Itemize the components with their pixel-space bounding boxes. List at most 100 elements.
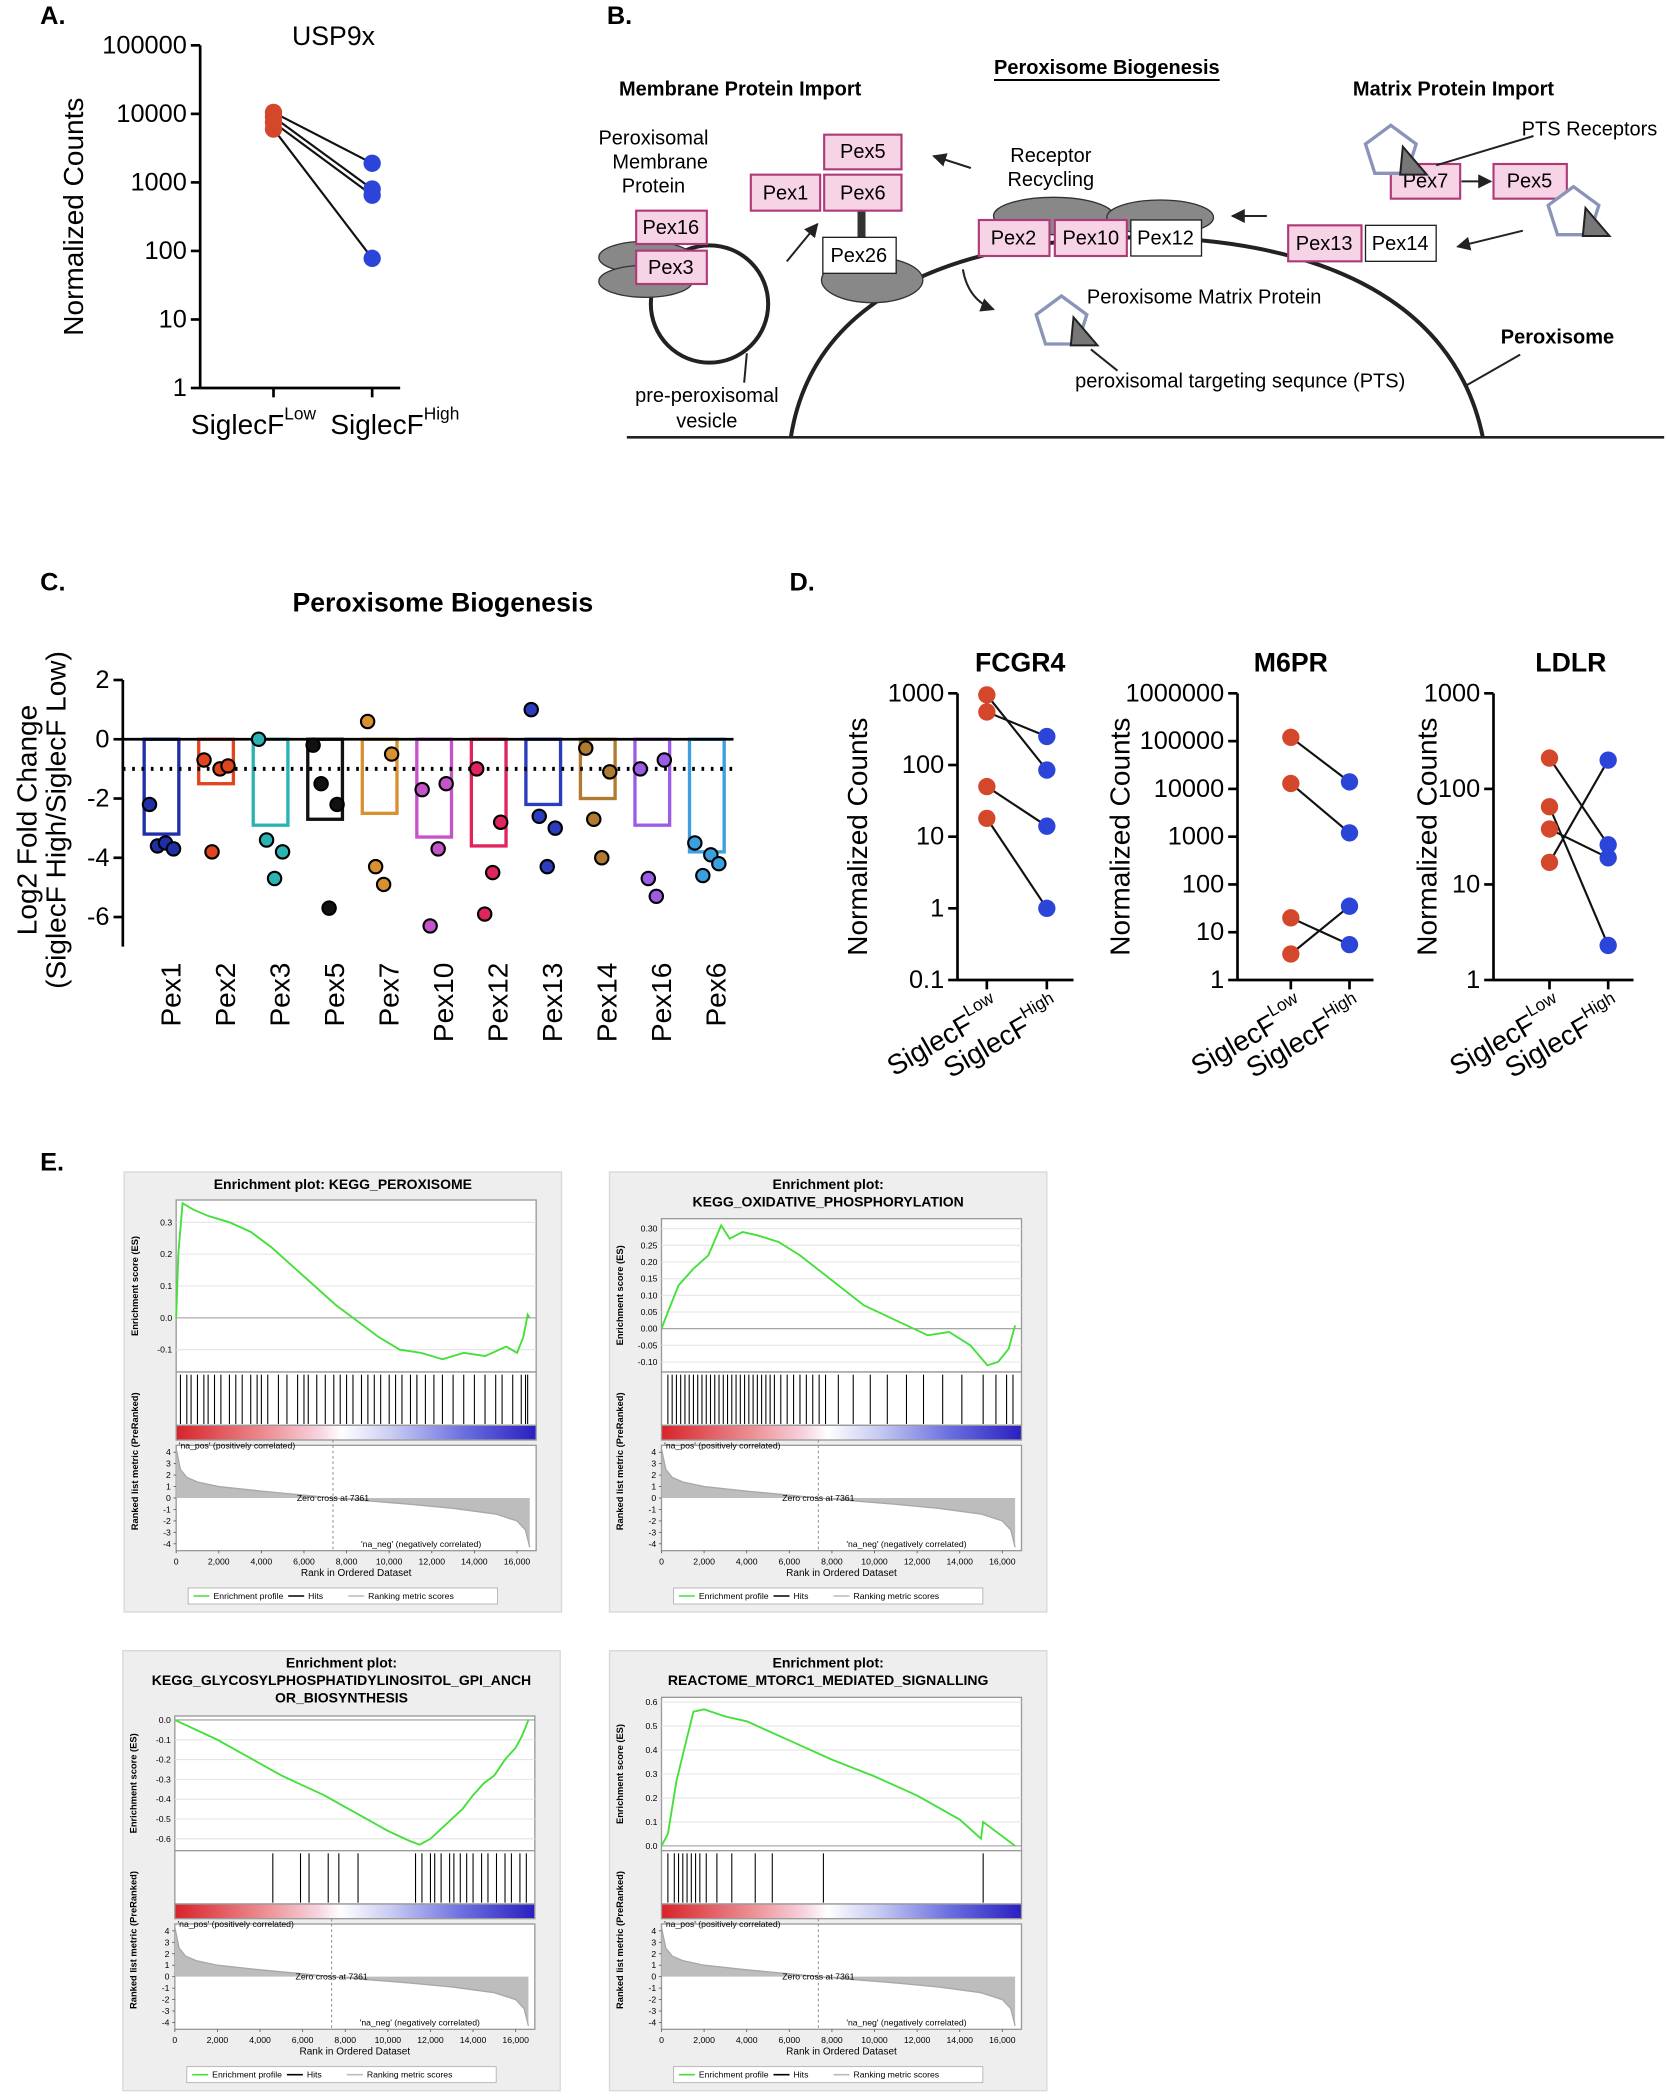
x-tick-label: 4,000: [736, 2035, 758, 2045]
data-point: [363, 154, 381, 172]
arrow: [786, 222, 819, 262]
y-tick-label: 0: [95, 725, 109, 753]
chart-title: Peroxisome Biogenesis: [292, 588, 593, 618]
x-tick-label: 6,000: [778, 2035, 800, 2045]
panel-label: A.: [40, 2, 65, 30]
y-tick-label: 1000: [888, 679, 944, 707]
y-tick-label: 0.5: [645, 1721, 657, 1731]
x-tick-label: 16,000: [989, 1556, 1016, 1566]
y-tick-label: 0.30: [641, 1224, 658, 1234]
protein-label: Pex26: [830, 245, 887, 267]
x-tick-label: SiglecFLow: [191, 403, 317, 439]
data-point: [1599, 751, 1617, 769]
y-tick-label: -0.05: [638, 1340, 658, 1350]
y-tick-label: -0.10: [638, 1357, 658, 1367]
x-tick-label: 2,000: [207, 2035, 229, 2045]
y-tick-label: -1: [163, 1504, 171, 1514]
annotation: Peroxisome Matrix Protein: [1087, 286, 1322, 308]
y-axis-label: Enrichment score (ES): [130, 1236, 140, 1336]
protein-label: Pex12: [1137, 228, 1194, 250]
x-axis-label: Rank in Ordered Dataset: [786, 1568, 897, 1579]
x-tick-label: 10,000: [375, 2035, 402, 2045]
data-point: [539, 858, 555, 875]
y-tick-label: -2: [87, 785, 110, 813]
y-tick-label: 0.15: [641, 1274, 658, 1284]
data-point: [640, 870, 657, 887]
x-tick-label: 4,000: [736, 1556, 758, 1566]
data-point: [250, 731, 267, 747]
x-axis-label: Rank in Ordered Dataset: [300, 2047, 411, 2058]
x-tick-label: 6,000: [778, 1556, 800, 1566]
x-tick-label: 12,000: [904, 2035, 931, 2045]
legend-label: Ranking metric scores: [368, 1591, 454, 1601]
protein-label: Pex5: [840, 141, 886, 163]
x-tick-label: Pex6: [701, 963, 732, 1027]
arrow: [1456, 229, 1524, 251]
data-point: [978, 686, 996, 704]
category-name: SiglecF: [330, 409, 423, 440]
zero-cross-label: Zero cross at 7361: [782, 1493, 854, 1503]
legend-box: [187, 1587, 498, 1605]
panel-label: B.: [607, 2, 632, 30]
legend-label: Hits: [307, 2070, 323, 2080]
section-label: Matrix Protein Import: [1353, 78, 1554, 100]
pair-line: [1549, 828, 1609, 859]
x-tick-label: 2,000: [693, 2035, 715, 2045]
y-tick-label: 0: [166, 1493, 171, 1503]
protein-label: Pex6: [840, 182, 886, 204]
category-superscript: High: [1319, 987, 1360, 1022]
x-tick-label: 16,000: [502, 2035, 529, 2045]
arrows: [743, 135, 1534, 388]
panel-label: E.: [40, 1149, 64, 1177]
protein-box: [823, 133, 903, 171]
metric-curve: [174, 1927, 530, 2027]
y-tick-label: 0.00: [641, 1324, 658, 1334]
annotation: Protein: [622, 176, 685, 198]
y-tick-label: 0.1: [645, 1817, 657, 1827]
pair-line: [986, 710, 1048, 738]
y-tick-label: 1: [173, 374, 187, 402]
data-point: [258, 832, 275, 848]
data-point: [1038, 761, 1056, 779]
y-tick-label: 0.25: [641, 1240, 658, 1250]
data-point: [711, 855, 727, 872]
y-tick-label: 1000: [1424, 679, 1480, 707]
neg-label: 'na_neg' (negatively correlated): [361, 1539, 481, 1549]
y-axis-label: Enrichment score (ES): [615, 1724, 625, 1824]
data-point: [547, 820, 563, 836]
y-tick-label: 2: [95, 666, 109, 694]
x-tick-label: Pex12: [483, 963, 514, 1042]
data-point: [531, 808, 547, 825]
pos-label: 'na_pos' (positively correlated): [664, 1919, 780, 1929]
data-point: [484, 864, 501, 881]
y-tick-label: -2: [648, 1995, 656, 2005]
y-tick-label: 10: [1196, 918, 1224, 946]
legend-box: [186, 2066, 497, 2084]
x-tick-label: 14,000: [946, 2035, 973, 2045]
metric-curve: [660, 1448, 1016, 1548]
data-point: [1282, 945, 1300, 963]
x-tick-label: 0: [659, 2035, 664, 2045]
y-tick-label: 0: [651, 1493, 656, 1503]
y-tick-label: 10000: [116, 100, 186, 128]
protein-box: [1053, 218, 1128, 258]
rank-band: [175, 1424, 537, 1441]
y-tick-label: 0.1: [160, 1281, 172, 1291]
y-tick-label: 100000: [1140, 727, 1225, 755]
data-point: [321, 900, 337, 916]
protein-box: [822, 236, 897, 274]
data-point: [1599, 936, 1617, 955]
legend-label: Enrichment profile: [699, 2070, 769, 2080]
protein-label: Pex5: [1507, 170, 1553, 192]
y-tick-label: -4: [162, 2017, 170, 2027]
x-tick-label: Pex16: [646, 963, 677, 1042]
x-tick-label: 2,000: [208, 1556, 230, 1566]
chart-title: OR_BIOSYNTHESIS: [275, 1689, 408, 1705]
data-point: [1540, 853, 1559, 872]
category-superscript: Low: [284, 403, 316, 423]
diagram-title: Peroxisome Biogenesis: [994, 57, 1220, 79]
y-tick-label: 0.3: [160, 1217, 172, 1227]
protein-box: [977, 218, 1051, 258]
y-tick-label: 0.0: [645, 1841, 657, 1851]
data-point: [1038, 899, 1056, 917]
